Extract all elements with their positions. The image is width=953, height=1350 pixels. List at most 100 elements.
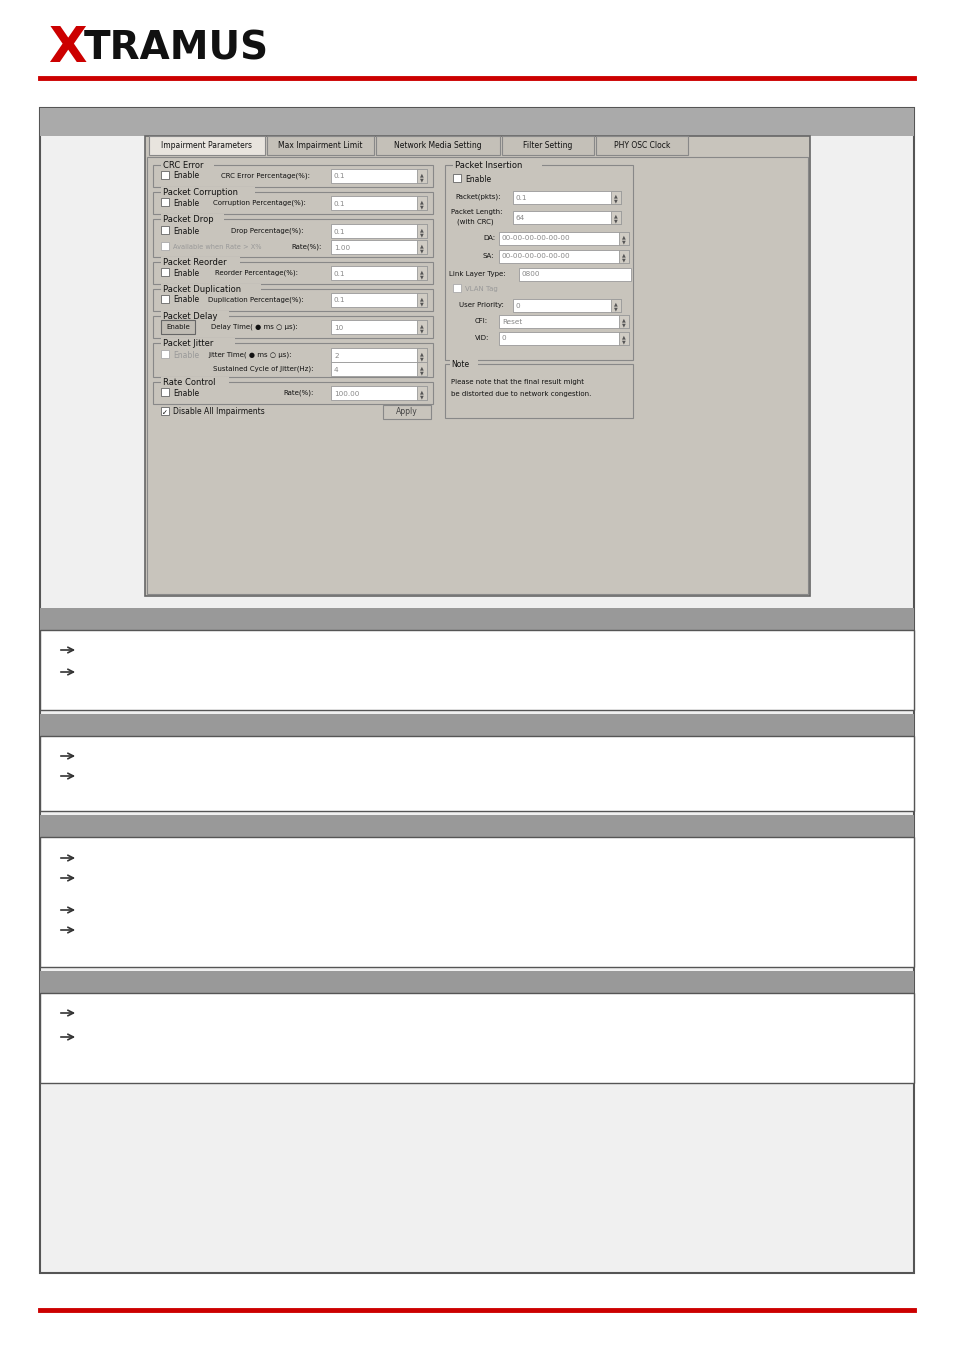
Text: CRC Error: CRC Error	[163, 161, 203, 170]
Text: ▼: ▼	[419, 394, 423, 400]
Text: X: X	[48, 24, 87, 72]
Bar	[40, 714, 913, 736]
Bar	[152, 165, 433, 188]
Text: Packet Delay: Packet Delay	[163, 312, 217, 321]
Bar	[161, 198, 169, 207]
Text: ▼: ▼	[419, 370, 423, 375]
Bar	[331, 320, 427, 333]
Text: ▼: ▼	[621, 256, 625, 262]
Bar	[610, 298, 620, 312]
Bar	[147, 157, 807, 594]
Bar	[513, 298, 620, 312]
Bar	[618, 250, 628, 262]
Text: Note: Note	[451, 360, 469, 369]
Bar	[453, 174, 460, 182]
Bar	[331, 169, 427, 184]
Bar	[40, 994, 913, 1083]
Text: Available when Rate > X%: Available when Rate > X%	[172, 244, 261, 250]
Text: VLAN Tag: VLAN Tag	[464, 286, 497, 292]
Text: Packet Insertion: Packet Insertion	[455, 161, 522, 170]
Bar	[518, 267, 630, 281]
Text: 0.1: 0.1	[334, 228, 345, 235]
Text: Rate Control: Rate Control	[163, 378, 215, 387]
Text: 1.00: 1.00	[334, 244, 350, 251]
Text: PHY OSC Clock: PHY OSC Clock	[613, 140, 670, 150]
Bar	[416, 386, 427, 400]
Text: Enable: Enable	[166, 324, 190, 329]
Bar	[331, 386, 427, 400]
Bar	[416, 196, 427, 211]
Bar	[331, 196, 427, 211]
Text: Enable: Enable	[172, 227, 199, 235]
Bar	[444, 165, 633, 360]
Text: ▼: ▼	[614, 217, 618, 223]
Text: VID:: VID:	[475, 335, 489, 342]
Bar	[40, 108, 913, 136]
Bar	[453, 161, 541, 169]
Text: Jitter Time( ● ms ○ μs):: Jitter Time( ● ms ○ μs):	[208, 352, 292, 358]
Text: Enable: Enable	[464, 174, 491, 184]
Text: (with CRC): (with CRC)	[456, 219, 493, 225]
Text: Duplication Percentage(%):: Duplication Percentage(%):	[208, 297, 303, 304]
Text: User Priority:: User Priority:	[458, 302, 503, 308]
Text: ▲: ▲	[419, 198, 423, 204]
Bar	[498, 231, 628, 244]
Text: CFI:: CFI:	[475, 319, 488, 324]
Text: ▼: ▼	[621, 323, 625, 327]
Bar	[161, 406, 169, 414]
Text: Sustained Cycle of Jitter(Hz):: Sustained Cycle of Jitter(Hz):	[213, 366, 314, 373]
Text: 00-00-00-00-00-00: 00-00-00-00-00-00	[501, 254, 570, 259]
Bar	[40, 837, 913, 967]
Bar	[513, 211, 620, 224]
Text: Max Impairment Limit: Max Impairment Limit	[278, 140, 362, 150]
Text: 0.1: 0.1	[334, 201, 345, 207]
Text: Enable: Enable	[172, 171, 199, 181]
Bar	[161, 269, 169, 275]
Text: ✓: ✓	[162, 409, 168, 416]
Bar	[40, 971, 913, 994]
Bar	[453, 284, 460, 292]
Bar	[501, 136, 594, 155]
Bar	[416, 362, 427, 377]
Bar	[152, 289, 433, 310]
Text: Rate(%):: Rate(%):	[283, 390, 313, 397]
Bar	[152, 219, 433, 256]
Text: Please note that the final result might: Please note that the final result might	[451, 379, 583, 385]
Text: ▼: ▼	[419, 177, 423, 182]
Bar	[161, 215, 224, 223]
Text: ▼: ▼	[614, 306, 618, 310]
Bar	[450, 359, 477, 369]
Text: Packet Jitter: Packet Jitter	[163, 339, 213, 348]
Bar	[161, 188, 255, 196]
Bar	[331, 224, 427, 238]
Text: Rate(%):: Rate(%):	[291, 244, 321, 250]
Text: Corruption Percentage(%):: Corruption Percentage(%):	[213, 200, 306, 207]
Bar	[40, 815, 913, 837]
Bar	[382, 405, 431, 418]
Bar	[375, 136, 499, 155]
Text: Filter Setting: Filter Setting	[523, 140, 572, 150]
Bar	[145, 136, 809, 595]
Bar	[161, 320, 194, 333]
Bar	[416, 293, 427, 306]
Text: ▲: ▲	[419, 243, 423, 248]
Text: 10: 10	[334, 324, 343, 331]
Text: Disable All Impairments: Disable All Impairments	[172, 408, 265, 417]
Text: ▲: ▲	[419, 323, 423, 328]
Bar	[331, 240, 427, 254]
Text: CRC Error Percentage(%):: CRC Error Percentage(%):	[221, 173, 310, 180]
Text: Packet Corruption: Packet Corruption	[163, 188, 237, 197]
Bar	[152, 316, 433, 338]
Text: ▲: ▲	[621, 234, 625, 239]
Text: ▼: ▼	[419, 301, 423, 306]
Text: ▲: ▲	[419, 227, 423, 232]
Text: Enable: Enable	[172, 198, 199, 208]
Text: be distorted due to network congestion.: be distorted due to network congestion.	[451, 392, 591, 397]
Bar	[416, 240, 427, 254]
Bar	[618, 231, 628, 244]
Text: ▲: ▲	[621, 252, 625, 256]
Bar	[610, 190, 620, 204]
Text: Drop Percentage(%):: Drop Percentage(%):	[231, 228, 303, 235]
Text: Packet Duplication: Packet Duplication	[163, 285, 241, 294]
Bar	[40, 736, 913, 811]
